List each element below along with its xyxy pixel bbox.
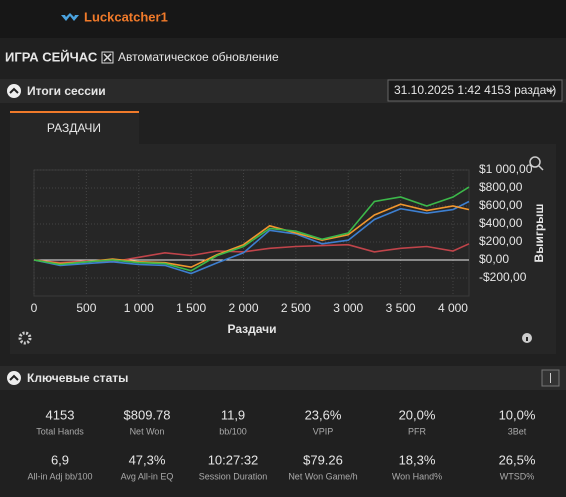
stat-label: Total Hands [36,426,84,436]
tab[interactable] [10,112,139,144]
dropdown-text: 31.10.2025 1:42 4153 раздач) [394,83,556,97]
stat-value: 10:27:32 [208,452,259,467]
stat-value: 11,9 [221,407,245,422]
stat-value: $809.78 [124,407,171,422]
x-tick-label: 3 000 [333,301,363,315]
stat-label: PFR [408,426,427,436]
stat-label: VPIP [313,426,334,436]
y-tick-label: $800,00 [479,180,523,194]
stat-value: 6,9 [51,452,69,467]
check-mark [103,53,112,62]
info-glyph [526,337,528,341]
x-tick-label: 3 500 [386,301,416,315]
stat-value: 10,0% [499,407,536,422]
series-line [33,186,470,272]
x-axis-label: Раздачи [228,322,277,336]
stat-label: Session Duration [199,471,268,481]
dropdown-arrow [547,88,555,93]
stat-value: 20,0% [399,407,436,422]
stat-value: 26,5% [499,452,536,467]
chart-panel [10,144,556,354]
stat-label: Net Won Game/h [288,471,357,481]
x-tick-label: 500 [76,301,96,315]
x-tick-label: 1 000 [124,301,154,315]
collapse-arrow [9,87,19,94]
stats-collapse-arrow [9,374,19,381]
stat-label: Net Won [130,426,165,436]
stats-collapse-icon[interactable] [7,371,21,385]
stat-value: 4153 [46,407,75,422]
x-tick-label: 1 500 [176,301,206,315]
y-axis-label: Выигрыш [532,204,546,263]
tab-label[interactable]: РАЗДАЧИ [47,121,101,135]
stat-value: $79.26 [303,452,343,467]
stat-label: Won Hand% [392,471,442,481]
checkbox-label[interactable]: Автоматическое обновление [118,50,279,64]
stat-value: 23,6% [305,407,342,422]
stats-header [0,366,566,390]
app-name[interactable]: Luckcatcher1 [84,9,168,24]
stat-label: Avg All-in EQ [121,471,174,481]
y-tick-label: $600,00 [479,198,523,212]
logo-icon [61,13,79,21]
collapse-icon[interactable] [7,84,21,98]
session-dropdown[interactable] [387,79,563,102]
stat-label: WTSD% [500,471,535,481]
x-tick-label: 0 [31,301,38,315]
stat-label: bb/100 [219,426,247,436]
x-tick-label: 2 500 [281,301,311,315]
zoom-icon[interactable] [529,156,541,168]
y-tick-label: $0,00 [479,252,509,266]
y-tick-label: $200,00 [479,234,523,248]
stat-label: 3Bet [508,426,527,436]
section-title: ИГРА СЕЙЧАС [5,49,98,64]
y-tick-label: $1 000,00 [479,162,533,176]
x-tick-label: 2 000 [228,301,258,315]
stat-label: All-in Adj bb/100 [27,471,92,481]
settings-icon[interactable] [18,331,32,345]
stat-value: 47,3% [129,452,166,467]
y-tick-label: -$200,00 [479,270,527,284]
zoom-handle [538,165,544,171]
session-title: Итоги сессии [27,84,106,98]
x-tick-label: 4 000 [438,301,468,315]
checkbox[interactable] [101,51,114,64]
top-bar [0,0,566,38]
stat-value: 18,3% [399,452,436,467]
stats-title: Ключевые статы [27,371,128,385]
y-tick-label: $400,00 [479,216,523,230]
series-line [33,200,470,275]
